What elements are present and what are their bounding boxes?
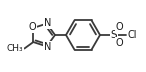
Text: N: N xyxy=(44,42,51,52)
Text: O: O xyxy=(116,38,123,48)
Text: O: O xyxy=(116,22,123,32)
Text: CH₃: CH₃ xyxy=(7,44,23,53)
Text: S: S xyxy=(111,30,117,40)
Text: Cl: Cl xyxy=(128,30,138,40)
Text: N: N xyxy=(44,18,51,28)
Text: O: O xyxy=(28,22,36,32)
